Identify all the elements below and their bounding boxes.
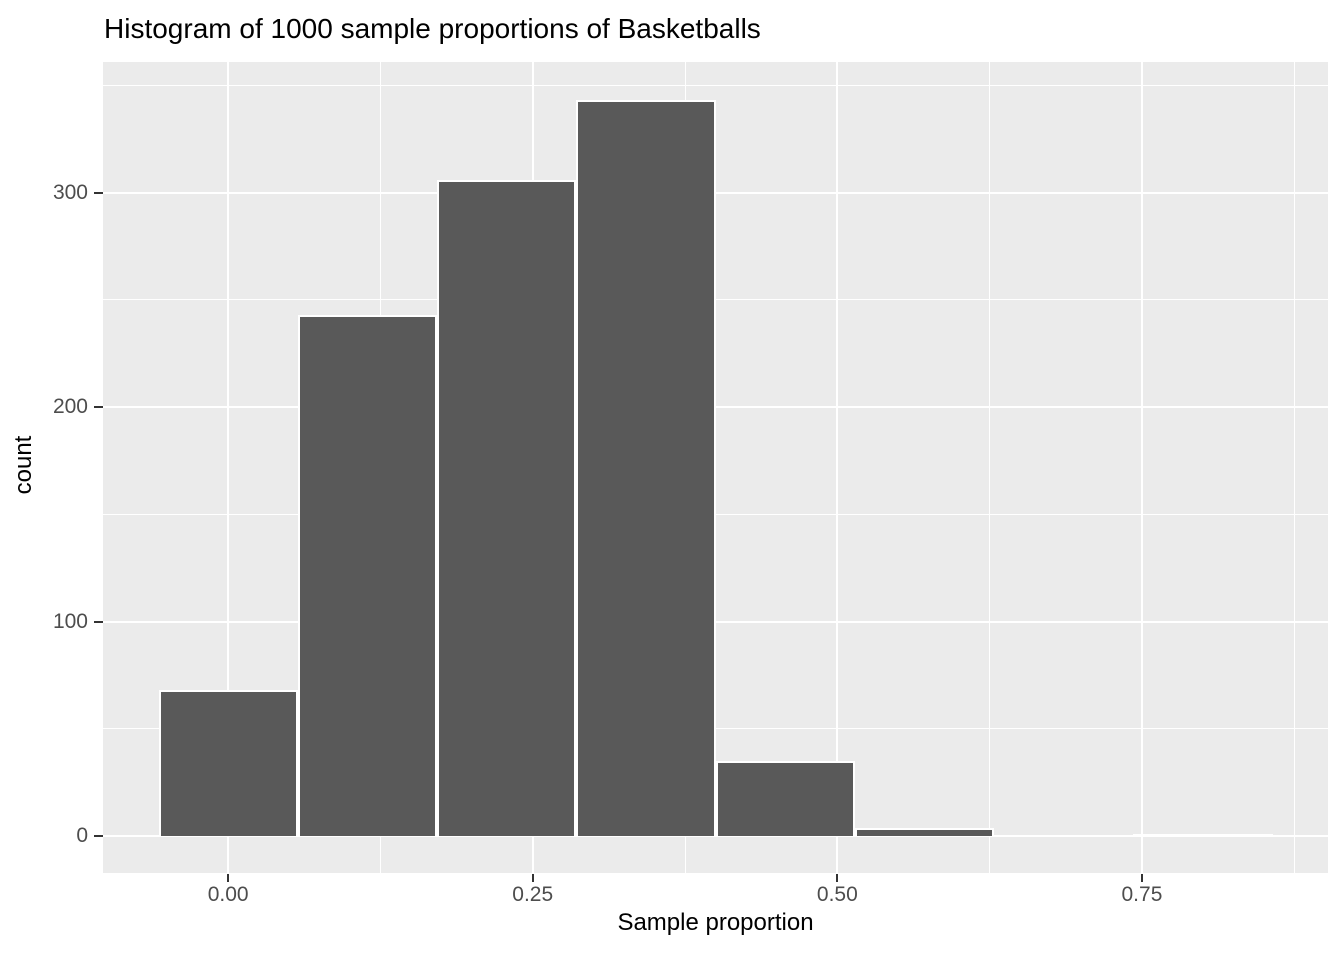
x-tick-mark — [1140, 874, 1143, 882]
histogram-bar — [437, 179, 577, 837]
x-axis-title: Sample proportion — [617, 909, 814, 936]
plot-panel — [103, 62, 1328, 873]
x-tick-label: 0.75 — [1121, 883, 1163, 906]
histogram-bar — [158, 690, 298, 837]
chart-title: Histogram of 1000 sample proportions of … — [104, 13, 761, 44]
gridline-minor-y — [103, 84, 1328, 86]
y-tick-mark — [94, 191, 103, 194]
y-tick-label: 100 — [52, 609, 88, 633]
y-tick-label: 200 — [52, 395, 88, 419]
x-tick-mark — [531, 874, 534, 882]
y-axis-title: count — [10, 435, 37, 495]
gridline-major-x — [227, 62, 230, 873]
x-tick-label: 0.25 — [512, 883, 554, 906]
histogram-bar — [297, 314, 437, 837]
y-tick-mark — [94, 835, 103, 838]
gridline-major-y — [103, 835, 1328, 838]
x-tick-mark — [227, 874, 230, 882]
histogram-bar — [1133, 833, 1273, 837]
histogram-bar — [715, 761, 855, 837]
y-tick-mark — [94, 620, 103, 623]
y-tick-label: 300 — [52, 180, 88, 204]
gridline-minor-x — [1293, 62, 1295, 873]
x-tick-label: 0.50 — [816, 883, 858, 906]
gridline-major-x — [836, 62, 839, 873]
y-tick-label: 0 — [76, 824, 88, 848]
x-tick-label: 0.00 — [207, 883, 249, 906]
histogram-bar — [854, 827, 995, 837]
gridline-major-x — [1140, 62, 1143, 873]
y-tick-mark — [94, 406, 103, 409]
histogram-bar — [576, 100, 716, 837]
gridline-minor-x — [989, 62, 991, 873]
x-tick-mark — [836, 874, 839, 882]
